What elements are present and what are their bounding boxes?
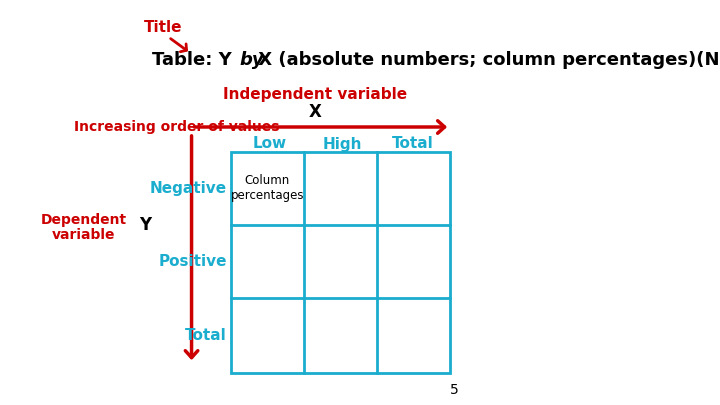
Text: Independent variable: Independent variable [223,87,407,102]
Text: Positive: Positive [158,254,227,269]
Text: Low: Low [253,136,287,151]
Text: Total: Total [392,136,433,151]
Text: Table: Y: Table: Y [152,51,238,69]
Text: Y: Y [139,216,151,234]
Text: X (absolute numbers; column percentages)(N=...): X (absolute numbers; column percentages)… [252,51,720,69]
Text: X: X [309,103,321,121]
Text: variable: variable [52,228,115,242]
Text: by: by [239,51,264,69]
Text: Increasing order of values: Increasing order of values [74,120,279,134]
Bar [231,152,450,373]
Text: Dependent: Dependent [40,213,127,227]
Text: 5: 5 [450,383,459,397]
Text: Column
percentages: Column percentages [230,174,304,202]
Text: Negative: Negative [150,181,227,196]
Text: Total: Total [185,328,227,343]
Text: High: High [323,136,361,151]
Text: Title: Title [143,19,182,34]
